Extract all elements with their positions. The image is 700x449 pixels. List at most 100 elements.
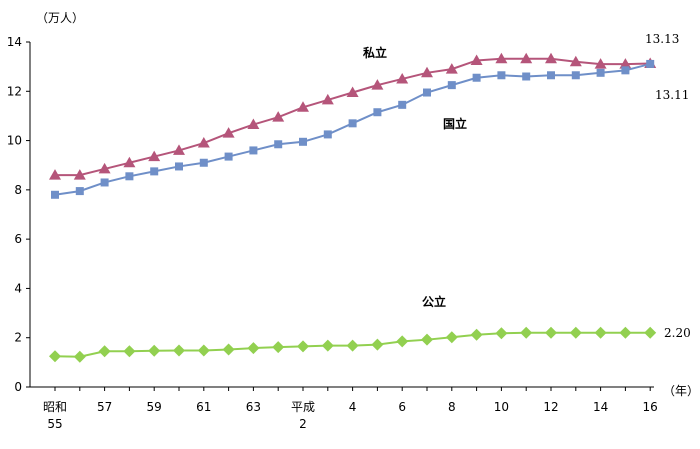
data-point xyxy=(646,59,655,68)
data-point xyxy=(247,342,260,355)
x-tick-label: 59 xyxy=(147,400,162,414)
x-tick-label: 61 xyxy=(196,400,211,414)
data-point xyxy=(297,340,309,353)
data-point xyxy=(75,187,84,196)
data-point xyxy=(197,137,210,148)
data-point xyxy=(222,343,235,356)
data-point xyxy=(520,52,533,64)
data-point xyxy=(569,326,582,339)
data-point xyxy=(596,68,605,77)
data-point xyxy=(274,140,283,149)
data-point xyxy=(297,101,309,112)
data-point xyxy=(98,162,111,174)
data-point xyxy=(249,146,258,155)
data-point xyxy=(445,331,458,344)
data-point xyxy=(321,339,334,352)
data-point xyxy=(199,158,208,167)
data-point xyxy=(472,73,481,82)
data-point xyxy=(520,326,533,339)
data-point xyxy=(423,88,431,97)
end-value-label: 2.20 xyxy=(664,326,691,340)
y-tick-label: 12 xyxy=(7,84,22,98)
x-axis-ticks: 昭和 55 57 59 61 63 平成 2 4 6 8 10 12 14 16 xyxy=(43,387,658,431)
series-name-label: 国立 xyxy=(443,116,467,131)
x-tick-label: 昭和 xyxy=(43,400,67,414)
y-tick-label: 2 xyxy=(14,331,22,345)
data-point xyxy=(644,326,657,339)
series-1 xyxy=(51,59,655,199)
data-point xyxy=(447,81,456,90)
data-point xyxy=(222,127,235,138)
data-point xyxy=(272,341,285,354)
data-point xyxy=(73,350,86,363)
data-point xyxy=(224,152,233,161)
data-point xyxy=(495,327,508,340)
data-point xyxy=(346,86,359,98)
data-point xyxy=(619,58,632,69)
data-point xyxy=(421,66,433,78)
data-point xyxy=(123,156,136,168)
end-value-label: 13.13 xyxy=(645,32,679,46)
x-tick-label: 6 xyxy=(398,400,406,414)
x-tick-label: 57 xyxy=(97,400,112,414)
y-tick-label: 4 xyxy=(14,281,22,295)
data-point xyxy=(470,328,483,341)
series-group xyxy=(49,52,657,363)
y-tick-label: 0 xyxy=(14,380,22,394)
data-point xyxy=(445,63,458,74)
data-point xyxy=(173,144,185,155)
data-point xyxy=(148,150,161,162)
data-point xyxy=(49,169,61,180)
data-point xyxy=(321,93,334,105)
series-name-label: 公立 xyxy=(422,294,446,309)
data-point xyxy=(545,52,557,64)
x-tick-label: 平成 xyxy=(291,400,315,414)
data-point xyxy=(495,52,508,64)
series-line xyxy=(54,62,651,196)
data-point xyxy=(594,58,607,69)
data-point xyxy=(323,130,332,139)
data-point xyxy=(148,344,161,357)
y-axis-ticks: 0 2 4 6 8 10 12 14 xyxy=(7,35,30,394)
data-point xyxy=(100,178,109,187)
y-tick-label: 6 xyxy=(14,232,22,246)
data-point xyxy=(173,344,185,357)
x-axis-unit-label: （年） xyxy=(663,384,699,398)
x-tick-label: 63 xyxy=(246,400,261,414)
axes xyxy=(29,42,654,388)
series-name-label: 私立 xyxy=(362,45,387,60)
data-point xyxy=(73,169,86,180)
data-point xyxy=(125,172,134,181)
x-tick-label: 55 xyxy=(47,417,62,431)
data-point xyxy=(547,71,555,80)
data-point xyxy=(123,345,136,358)
data-point xyxy=(247,118,260,130)
data-point xyxy=(150,167,159,176)
data-point xyxy=(619,326,632,339)
end-value-label: 13.11 xyxy=(655,88,689,102)
data-point xyxy=(594,326,607,339)
x-tick-label: 16 xyxy=(643,400,658,414)
x-tick-label: 4 xyxy=(349,400,357,414)
data-point xyxy=(98,345,111,358)
data-point xyxy=(371,338,384,351)
x-tick-label: 14 xyxy=(593,400,608,414)
data-point xyxy=(49,350,61,363)
data-point xyxy=(545,326,557,339)
data-point xyxy=(371,79,384,90)
data-point xyxy=(299,137,307,146)
data-point xyxy=(197,344,210,357)
x-tick-label: 8 xyxy=(448,400,456,414)
y-tick-label: 10 xyxy=(7,134,22,148)
y-tick-label: 8 xyxy=(14,183,22,197)
data-point xyxy=(621,66,630,75)
data-point xyxy=(373,108,382,117)
data-point xyxy=(348,119,357,128)
series-2 xyxy=(49,326,657,363)
data-point xyxy=(272,111,285,122)
y-tick-label: 14 xyxy=(7,35,22,49)
x-tick-label: 12 xyxy=(543,400,558,414)
data-point xyxy=(569,55,582,67)
